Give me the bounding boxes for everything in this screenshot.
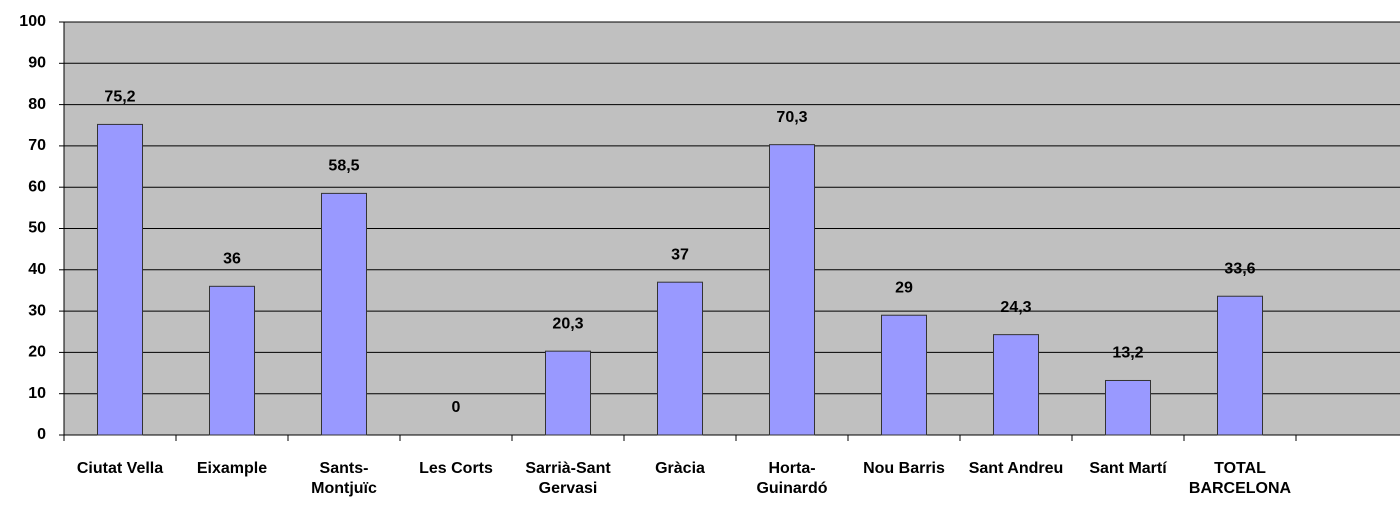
- x-tick-label: Les Corts: [419, 460, 493, 477]
- data-label: 29: [895, 279, 913, 296]
- bar: [881, 314, 927, 436]
- bar: [1105, 379, 1151, 436]
- x-tick-label: Gràcia: [655, 460, 705, 477]
- y-tick-label: 40: [28, 261, 46, 278]
- data-label: 13,2: [1112, 345, 1143, 362]
- x-tick-label: Ciutat Vella: [77, 460, 163, 477]
- y-tick-label: 0: [37, 426, 46, 443]
- y-tick-label: 90: [28, 55, 46, 72]
- y-tick-label: 70: [28, 137, 46, 154]
- y-tick-label: 100: [19, 13, 46, 30]
- bar: [209, 285, 255, 436]
- bar: [769, 144, 815, 436]
- x-tick-label: Nou Barris: [863, 460, 945, 477]
- bar: [993, 334, 1039, 436]
- data-label: 24,3: [1000, 299, 1031, 316]
- y-tick-label: 80: [28, 96, 46, 113]
- x-tick-label: Sant Andreu: [969, 460, 1064, 477]
- data-label: 0: [452, 399, 461, 416]
- data-label: 33,6: [1224, 260, 1255, 277]
- data-label: 58,5: [328, 158, 359, 175]
- bar: [657, 281, 703, 436]
- x-tick-label: Horta-Guinardó: [756, 460, 827, 497]
- y-tick-label: 10: [28, 385, 46, 402]
- bar: [1217, 295, 1263, 436]
- x-tick-label: Eixample: [197, 460, 267, 477]
- data-label: 75,2: [104, 89, 135, 106]
- data-label: 36: [223, 251, 241, 268]
- x-tick-label: Sarrià-Sant Gervasi: [525, 460, 611, 497]
- y-tick-label: 60: [28, 178, 46, 195]
- data-label: 20,3: [552, 315, 583, 332]
- y-tick-label: 30: [28, 302, 46, 319]
- bar: [97, 123, 143, 436]
- x-tick-label: Sants-Montjuïc: [311, 460, 377, 497]
- y-tick-label: 50: [28, 220, 46, 237]
- data-label: 37: [671, 246, 689, 263]
- data-label: 70,3: [776, 109, 807, 126]
- bar: [545, 350, 591, 436]
- bar: [321, 192, 367, 436]
- x-tick-label: TOTAL BARCELONA: [1189, 460, 1292, 497]
- x-tick-label: Sant Martí: [1089, 460, 1167, 477]
- y-tick-label: 20: [28, 344, 46, 361]
